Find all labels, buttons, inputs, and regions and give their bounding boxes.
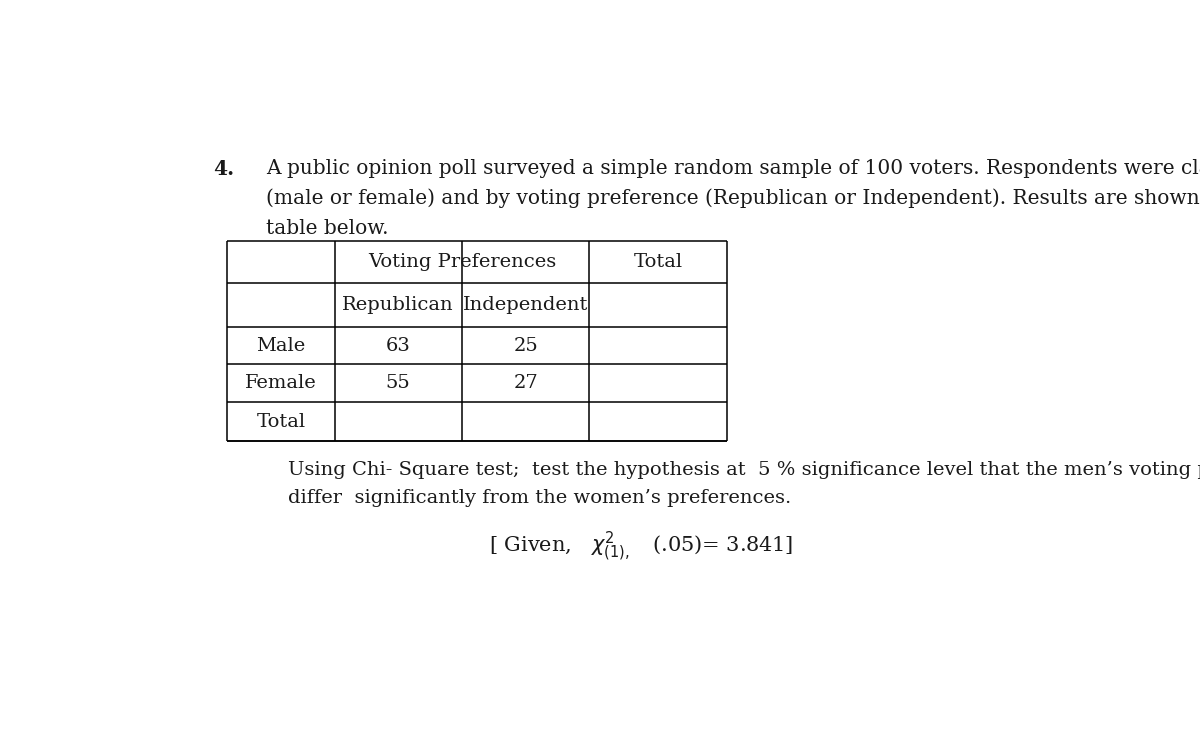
Text: 63: 63: [386, 336, 410, 355]
Text: (male or female) and by voting preference (Republican or Independent). Results a: (male or female) and by voting preferenc…: [266, 189, 1200, 208]
Text: table below.: table below.: [266, 219, 389, 238]
Text: differ  significantly from the women’s preferences.: differ significantly from the women’s pr…: [288, 490, 791, 507]
Text: Female: Female: [245, 374, 317, 392]
Text: 25: 25: [514, 336, 538, 355]
Text: Republican: Republican: [342, 296, 454, 314]
Text: [ Given,   $\chi^2_{(1),}$   (.05)= 3.841]: [ Given, $\chi^2_{(1),}$ (.05)= 3.841]: [490, 530, 793, 564]
Text: 55: 55: [386, 374, 410, 392]
Text: Total: Total: [634, 252, 683, 271]
Text: Total: Total: [257, 413, 306, 431]
Text: 4.: 4.: [214, 159, 234, 178]
Text: Using Chi- Square test;  test the hypothesis at  5 % significance level that the: Using Chi- Square test; test the hypothe…: [288, 461, 1200, 479]
Text: 27: 27: [514, 374, 538, 392]
Text: A public opinion poll surveyed a simple random sample of 100 voters. Respondents: A public opinion poll surveyed a simple …: [266, 159, 1200, 178]
Text: Male: Male: [257, 336, 306, 355]
Text: Voting Preferences: Voting Preferences: [367, 252, 556, 271]
Text: Independent: Independent: [463, 296, 588, 314]
